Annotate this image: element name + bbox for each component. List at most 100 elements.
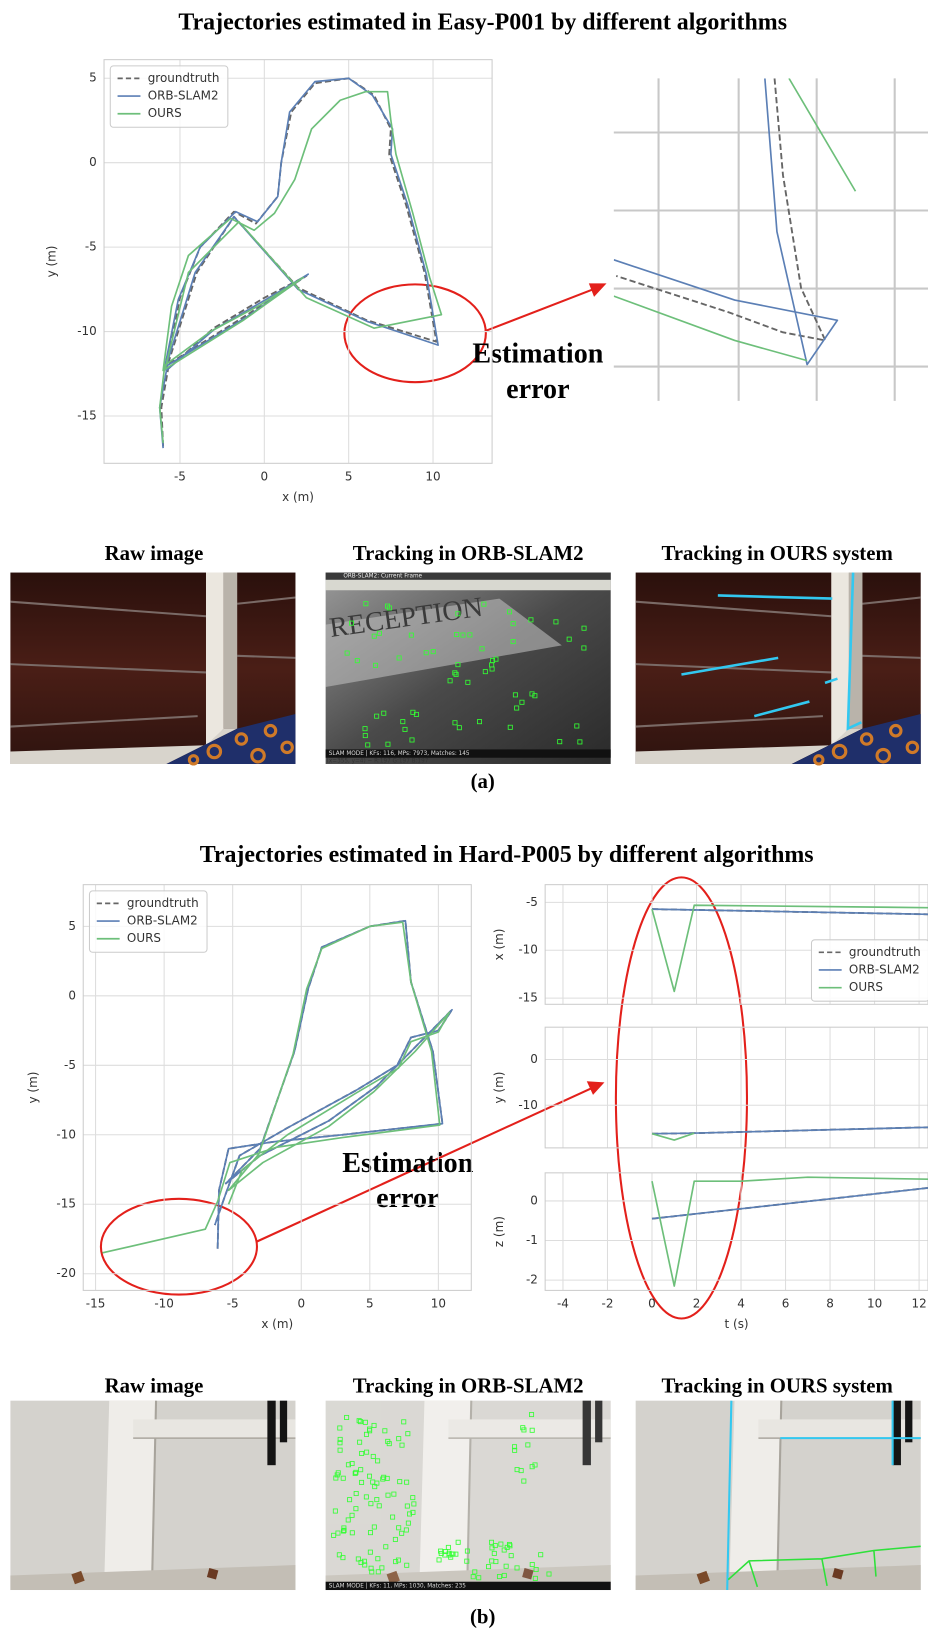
y-tick-label: -10 bbox=[518, 943, 538, 957]
chart bbox=[614, 78, 928, 401]
ours-image bbox=[636, 573, 921, 764]
plot-frame bbox=[545, 1027, 928, 1148]
x-axis-label: x (m) bbox=[261, 1317, 293, 1331]
legend-label: ORB-SLAM2 bbox=[148, 89, 219, 103]
image-title: Tracking in ORB-SLAM2 bbox=[353, 542, 584, 565]
section-title: Trajectories estimated in Easy-P001 by d… bbox=[178, 9, 787, 35]
x-tick-label: 8 bbox=[826, 1296, 834, 1310]
image-title: Tracking in OURS system bbox=[661, 1374, 892, 1397]
section-title: Trajectories estimated in Hard-P005 by d… bbox=[200, 842, 814, 868]
legend: groundtruth ORB-SLAM2 OURS bbox=[89, 891, 207, 952]
x-tick-label: -5 bbox=[227, 1296, 239, 1310]
y-tick-label: -2 bbox=[526, 1273, 538, 1287]
status-text: SLAM MODE | KFs: 116, MPs: 7973, Matches… bbox=[329, 751, 470, 757]
y-axis-label: y (m) bbox=[492, 1072, 506, 1104]
x-tick-label: 12 bbox=[911, 1296, 926, 1310]
legend-label: ORB-SLAM2 bbox=[127, 914, 198, 928]
legend-label: groundtruth bbox=[127, 896, 199, 910]
chart: -10 0 y (m) bbox=[492, 1027, 928, 1148]
y-tick-label: -1 bbox=[526, 1233, 538, 1247]
orb-image: SLAM MODE | KFs: 11, MPs: 1030, Matches:… bbox=[326, 1401, 611, 1590]
series-line bbox=[614, 78, 838, 364]
window-title: ORB-SLAM2: Current Frame bbox=[343, 574, 422, 580]
y-tick-label: 0 bbox=[89, 155, 97, 169]
legend-label: OURS bbox=[127, 931, 161, 945]
image-title: Tracking in OURS system bbox=[661, 542, 892, 565]
y-tick-label: 5 bbox=[68, 919, 76, 933]
x-tick-label: 10 bbox=[431, 1296, 446, 1310]
plot-area bbox=[614, 78, 856, 364]
chart: -15-10-50510-20-15-10-505x (m)y (m)groun… bbox=[26, 885, 471, 1332]
y-tick-label: -15 bbox=[518, 991, 538, 1005]
x-axis-label: t (s) bbox=[725, 1317, 749, 1331]
annotation: error bbox=[506, 374, 569, 405]
annotation: error bbox=[376, 1183, 439, 1214]
x-axis-label: x (m) bbox=[282, 490, 314, 504]
legend-label: ORB-SLAM2 bbox=[849, 962, 920, 976]
plot-area bbox=[652, 1127, 928, 1140]
x-tick-label: 6 bbox=[782, 1296, 790, 1310]
y-tick-label: 0 bbox=[530, 1052, 538, 1066]
image-title: Tracking in ORB-SLAM2 bbox=[353, 1374, 584, 1397]
x-tick-label: 0 bbox=[648, 1296, 656, 1310]
series-line bbox=[652, 1188, 928, 1219]
y-axis-label: z (m) bbox=[492, 1216, 506, 1247]
y-tick-label: 5 bbox=[89, 71, 97, 85]
y-tick-label: -10 bbox=[56, 1127, 76, 1141]
x-tick-label: -5 bbox=[174, 469, 186, 483]
series-line bbox=[652, 1177, 928, 1286]
arrow bbox=[485, 289, 595, 332]
y-tick-label: -20 bbox=[56, 1266, 76, 1280]
error-ellipse bbox=[344, 284, 485, 382]
legend: groundtruth ORB-SLAM2 OURS bbox=[110, 66, 228, 127]
legend-label: groundtruth bbox=[849, 945, 921, 959]
x-tick-label: -4 bbox=[557, 1296, 569, 1310]
y-tick-label: -5 bbox=[64, 1058, 76, 1072]
x-tick-label: 5 bbox=[366, 1296, 374, 1310]
series-line bbox=[616, 78, 825, 340]
y-tick-label: -10 bbox=[518, 1098, 538, 1112]
pixel-info: (x=355, y=4) ~ R:197 G:197 B:197 bbox=[327, 758, 429, 764]
x-tick-label: 10 bbox=[425, 469, 440, 483]
y-tick-label: 0 bbox=[530, 1193, 538, 1207]
status-text: SLAM MODE | KFs: 11, MPs: 1030, Matches:… bbox=[329, 1583, 466, 1589]
legend-label: groundtruth bbox=[148, 71, 220, 85]
x-tick-label: 10 bbox=[867, 1296, 882, 1310]
raw-image bbox=[10, 573, 295, 764]
x-tick-label: 0 bbox=[261, 469, 269, 483]
chart: -50510-15-10-505x (m)y (m)groundtruthORB… bbox=[45, 60, 493, 504]
annotation: Estimation bbox=[342, 1148, 473, 1179]
image-title: Raw image bbox=[105, 542, 204, 565]
chart: -4 -2 0 2 4 6 8 10 12 -2 -1 0 t (s) z (m) bbox=[492, 1173, 928, 1331]
x-tick-label: -2 bbox=[602, 1296, 614, 1310]
y-tick-label: -5 bbox=[526, 895, 538, 909]
x-tick-label: 4 bbox=[737, 1296, 745, 1310]
page: {"sections": [ {"title": "Trajectories e… bbox=[0, 0, 928, 1632]
series-line bbox=[160, 92, 442, 443]
plot-area bbox=[652, 1177, 928, 1286]
x-tick-label: -15 bbox=[86, 1296, 106, 1310]
y-tick-label: -10 bbox=[77, 324, 97, 338]
plot-area bbox=[160, 78, 442, 448]
y-tick-label: -5 bbox=[85, 240, 97, 254]
series-line bbox=[160, 78, 438, 448]
y-axis-label: y (m) bbox=[45, 246, 59, 278]
plot-frame bbox=[545, 1173, 928, 1291]
arrow-head bbox=[589, 283, 607, 297]
y-tick-label: -15 bbox=[77, 409, 97, 423]
image-title: Raw image bbox=[105, 1374, 204, 1397]
raw-image bbox=[10, 1401, 295, 1590]
legend-label: OURS bbox=[148, 106, 182, 120]
y-tick-label: -15 bbox=[56, 1197, 76, 1211]
x-tick-label: 2 bbox=[693, 1296, 701, 1310]
error-ellipse bbox=[101, 1199, 257, 1295]
x-tick-label: -10 bbox=[154, 1296, 174, 1310]
y-axis-label: y (m) bbox=[26, 1072, 40, 1104]
y-axis-label: x (m) bbox=[492, 929, 506, 961]
y-tick-label: 0 bbox=[68, 988, 76, 1002]
figure: Trajectories estimated in Easy-P001 by d… bbox=[0, 0, 928, 1632]
series-line bbox=[614, 78, 856, 360]
orb-image: ORB-SLAM2: Current Frame RECEPTION SLAM … bbox=[326, 573, 611, 765]
